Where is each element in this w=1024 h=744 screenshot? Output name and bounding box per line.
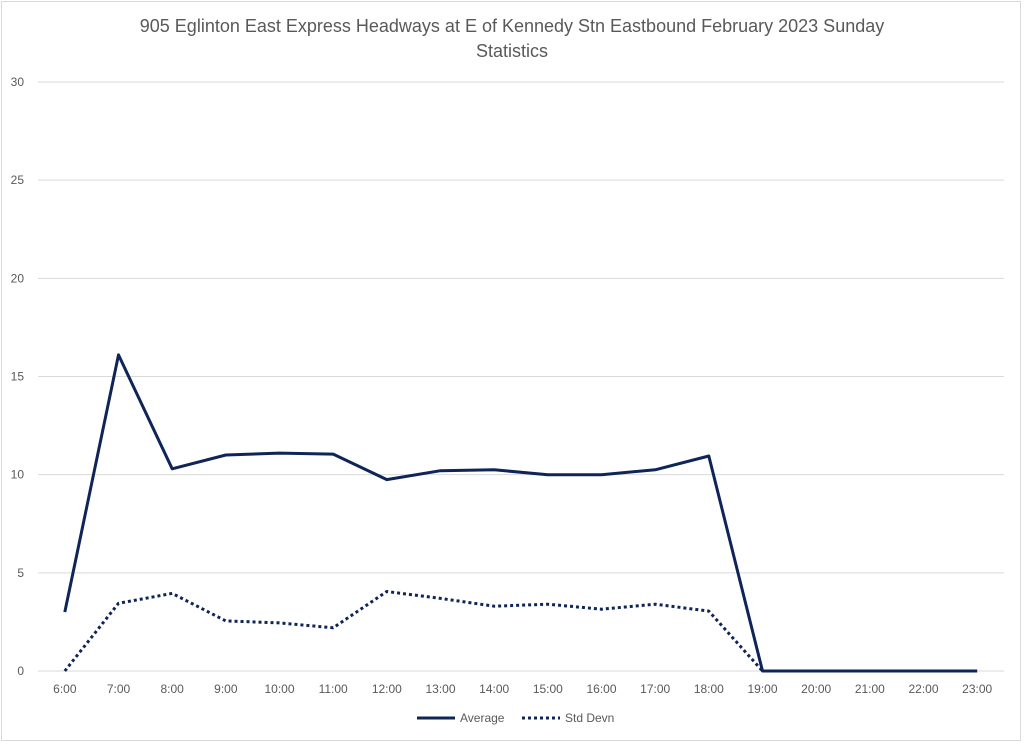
- x-tick-label: 11:00: [319, 682, 348, 696]
- x-tick-label: 23:00: [962, 682, 992, 696]
- x-tick-label: 13:00: [425, 682, 455, 696]
- x-tick-label: 8:00: [160, 682, 184, 696]
- series-line-average: [63, 353, 978, 673]
- legend-label: Average: [460, 711, 505, 725]
- chart-title-line-1: 905 Eglinton East Express Headways at E …: [139, 16, 885, 36]
- x-tick-label: 21:00: [855, 682, 885, 696]
- y-axis-tick-labels: 0 5 10 15 20 25 30: [11, 75, 25, 678]
- y-tick-label: 20: [11, 271, 25, 285]
- x-tick-label: 10:00: [264, 682, 294, 696]
- series-line-std-devn: [63, 590, 764, 673]
- x-tick-label: 6:00: [53, 682, 77, 696]
- series-lines: [63, 353, 978, 673]
- x-tick-label: 14:00: [479, 682, 509, 696]
- x-tick-label: 9:00: [214, 682, 238, 696]
- x-tick-label: 16:00: [586, 682, 616, 696]
- y-tick-label: 5: [17, 566, 24, 580]
- x-tick-label: 19:00: [747, 682, 777, 696]
- chart-title-line-2: Statistics: [475, 41, 549, 61]
- x-tick-label: 15:00: [533, 682, 563, 696]
- legend-label: Std Devn: [565, 711, 614, 725]
- x-tick-label: 20:00: [801, 682, 831, 696]
- y-tick-label: 15: [11, 370, 25, 384]
- x-tick-label: 18:00: [694, 682, 724, 696]
- x-axis-tick-labels: 6:00 7:00 8:00 9:00 10:00 11:00 12:00 13:00 14:0…: [53, 682, 992, 696]
- chart-title: 905 Eglinton East Express Headways at E …: [0, 14, 1024, 64]
- y-tick-label: 0: [17, 664, 24, 678]
- x-tick-label: 7:00: [107, 682, 131, 696]
- x-tick-label: 12:00: [372, 682, 402, 696]
- gridlines: [38, 81, 1004, 672]
- x-tick-label: 22:00: [908, 682, 938, 696]
- x-tick-label: 17:00: [640, 682, 670, 696]
- y-tick-label: 30: [11, 75, 25, 89]
- y-tick-label: 25: [11, 173, 25, 187]
- y-tick-label: 10: [11, 468, 25, 482]
- legend: Average Std Devn: [417, 711, 614, 725]
